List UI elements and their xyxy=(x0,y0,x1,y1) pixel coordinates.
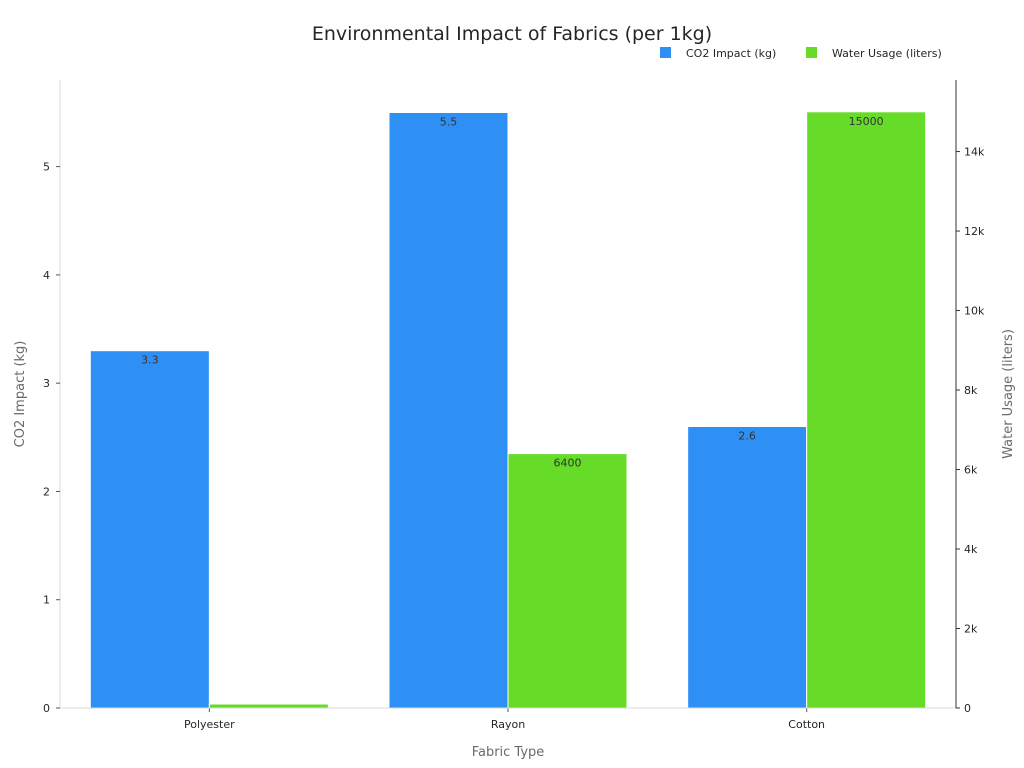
legend-label-water: Water Usage (liters) xyxy=(832,47,942,60)
bar-polyester-water xyxy=(208,703,329,709)
bar-rayon-water xyxy=(507,453,628,709)
y-right-tick-label: 10k xyxy=(964,305,985,318)
data-label-rayon-co2: 5.5 xyxy=(440,115,458,128)
y-right-tick-label: 12k xyxy=(964,225,985,238)
y-right-tick-label: 6k xyxy=(964,464,978,477)
x-tick-label: Cotton xyxy=(788,718,825,731)
chart-title: Environmental Impact of Fabrics (per 1kg… xyxy=(312,23,712,45)
data-label-cotton-water: 15000 xyxy=(849,115,884,128)
x-tick-label: Polyester xyxy=(184,718,235,731)
y-left-tick-label: 2 xyxy=(43,485,50,498)
data-labels-layer: 3.3 5.5 6400 2.6 15000 xyxy=(141,115,884,470)
y-left-tick-label: 5 xyxy=(43,161,50,174)
y-right-tick-label: 14k xyxy=(964,146,985,159)
data-label-cotton-co2: 2.6 xyxy=(738,429,756,442)
legend-swatch-water xyxy=(806,47,817,58)
y-left-tick-label: 0 xyxy=(43,702,50,715)
y-left-tick-label: 1 xyxy=(43,594,50,607)
axes-layer: Polyester Rayon Cotton 0 1 2 3 4 5 0 2k 4k 6k 8k 10k 12… xyxy=(43,80,985,731)
bar-cotton-water xyxy=(806,111,927,709)
bar-polyester-co2 xyxy=(89,350,210,709)
x-tick-label: Rayon xyxy=(491,718,525,731)
y-axis-left-title: CO2 Impact (kg) xyxy=(13,341,28,448)
data-label-polyester-co2: 3.3 xyxy=(141,354,159,367)
legend: CO2 Impact (kg) Water Usage (liters) xyxy=(660,47,942,60)
bar-cotton-co2 xyxy=(687,425,808,709)
y-right-tick-label: 2k xyxy=(964,623,978,636)
y-right-tick-label: 4k xyxy=(964,543,978,556)
y-right-tick-label: 0 xyxy=(964,702,971,715)
y-left-tick-label: 4 xyxy=(43,269,50,282)
data-label-rayon-water: 6400 xyxy=(554,457,582,470)
y-right-tick-label: 8k xyxy=(964,384,978,397)
legend-label-co2: CO2 Impact (kg) xyxy=(686,47,776,60)
bar-rayon-co2 xyxy=(388,111,509,709)
y-axis-right-title: Water Usage (liters) xyxy=(1001,329,1016,459)
legend-swatch-co2 xyxy=(660,47,671,58)
y-left-tick-label: 3 xyxy=(43,377,50,390)
bars-layer xyxy=(89,111,927,709)
x-axis-title: Fabric Type xyxy=(472,745,545,760)
